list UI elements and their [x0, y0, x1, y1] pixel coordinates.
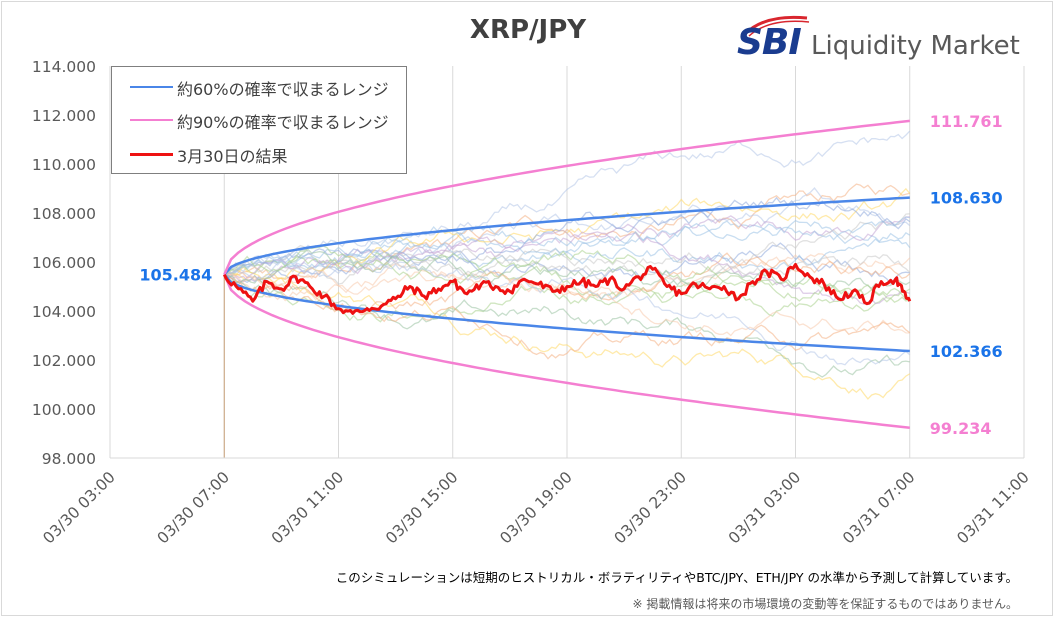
simulation-path — [224, 273, 910, 378]
x-tick-label: 03/30 07:00 — [154, 468, 233, 547]
x-tick-label: 03/30 11:00 — [268, 468, 347, 547]
logo-text: Liquidity Market — [811, 31, 1020, 61]
band-60-upper — [223, 196, 910, 276]
simulation-path — [224, 183, 910, 281]
x-tick-label: 03/31 07:00 — [839, 468, 918, 547]
simulation-path — [223, 274, 910, 323]
x-tick-label: 03/30 23:00 — [611, 468, 690, 547]
result-series — [222, 262, 912, 315]
end-label-60-upper: 108.630 — [930, 189, 1003, 208]
chart-legend: 約60%の確率で収まるレンジ 約90%の確率で収まるレンジ 3月30日の結果 — [111, 66, 407, 174]
y-tick-label: 102.000 — [32, 352, 96, 370]
y-tick-label: 114.000 — [32, 58, 96, 76]
x-tick-label: 03/31 11:00 — [953, 468, 1032, 547]
simulation-path — [224, 245, 911, 302]
logo-mark: SBI — [737, 22, 802, 63]
range-bands — [223, 119, 910, 430]
simulation-path — [223, 259, 911, 366]
end-label-60-lower: 102.366 — [930, 342, 1003, 361]
legend-item-90-range: 約90%の確率で収まるレンジ — [112, 108, 402, 132]
legend-item-result: 3月30日の結果 — [112, 142, 402, 166]
legend-swatch-90 — [130, 119, 173, 121]
end-label-90-upper: 111.761 — [930, 112, 1003, 131]
legend-item-60-range: 約60%の確率で収まるレンジ — [112, 75, 402, 99]
end-label-90-lower: 99.234 — [930, 419, 992, 438]
sbi-liquidity-market-logo: SBI Liquidity Market — [735, 12, 1035, 64]
simulation-path — [224, 229, 911, 305]
x-tick-label: 03/30 15:00 — [382, 468, 461, 547]
band-90-upper — [223, 119, 910, 276]
legend-swatch-result — [130, 153, 173, 156]
chart-title: XRP/JPY — [469, 15, 587, 45]
band-90-lower — [223, 274, 910, 430]
result-line — [222, 262, 912, 315]
legend-swatch-60 — [130, 86, 173, 88]
legend-label-60: 約60%の確率で収まるレンジ — [177, 80, 389, 99]
simulation-path — [224, 216, 910, 276]
legend-label-result: 3月30日の結果 — [177, 147, 288, 166]
y-tick-label: 108.000 — [32, 205, 96, 223]
value-labels: 108.630 102.366 111.761 99.234 105.484 — [139, 112, 1002, 438]
simulation-path — [223, 248, 911, 290]
start-value-label: 105.484 — [139, 266, 212, 285]
simulation-path — [224, 272, 911, 400]
y-tick-label: 112.000 — [32, 107, 96, 125]
y-tick-label: 98.000 — [42, 450, 96, 468]
footnote-methodology: このシミュレーションは短期のヒストリカル・ボラティリティやBTC/JPY、ETH… — [335, 570, 1018, 585]
x-tick-label: 03/30 03:00 — [39, 468, 118, 547]
y-tick-label: 100.000 — [32, 401, 96, 419]
logo-swoosh-icon — [743, 15, 810, 37]
y-tick-label: 104.000 — [32, 303, 96, 321]
legend-label-90: 約90%の確率で収まるレンジ — [177, 113, 389, 132]
footnote-disclaimer: ※ 掲載情報は将来の市場環境の変動等を保証するものではありません。 — [632, 597, 1018, 611]
x-tick-label: 03/30 19:00 — [496, 468, 575, 547]
band-60-lower — [223, 273, 910, 353]
x-tick-label: 03/31 03:00 — [725, 468, 804, 547]
y-tick-label: 110.000 — [32, 156, 96, 174]
y-tick-label: 106.000 — [32, 254, 96, 272]
